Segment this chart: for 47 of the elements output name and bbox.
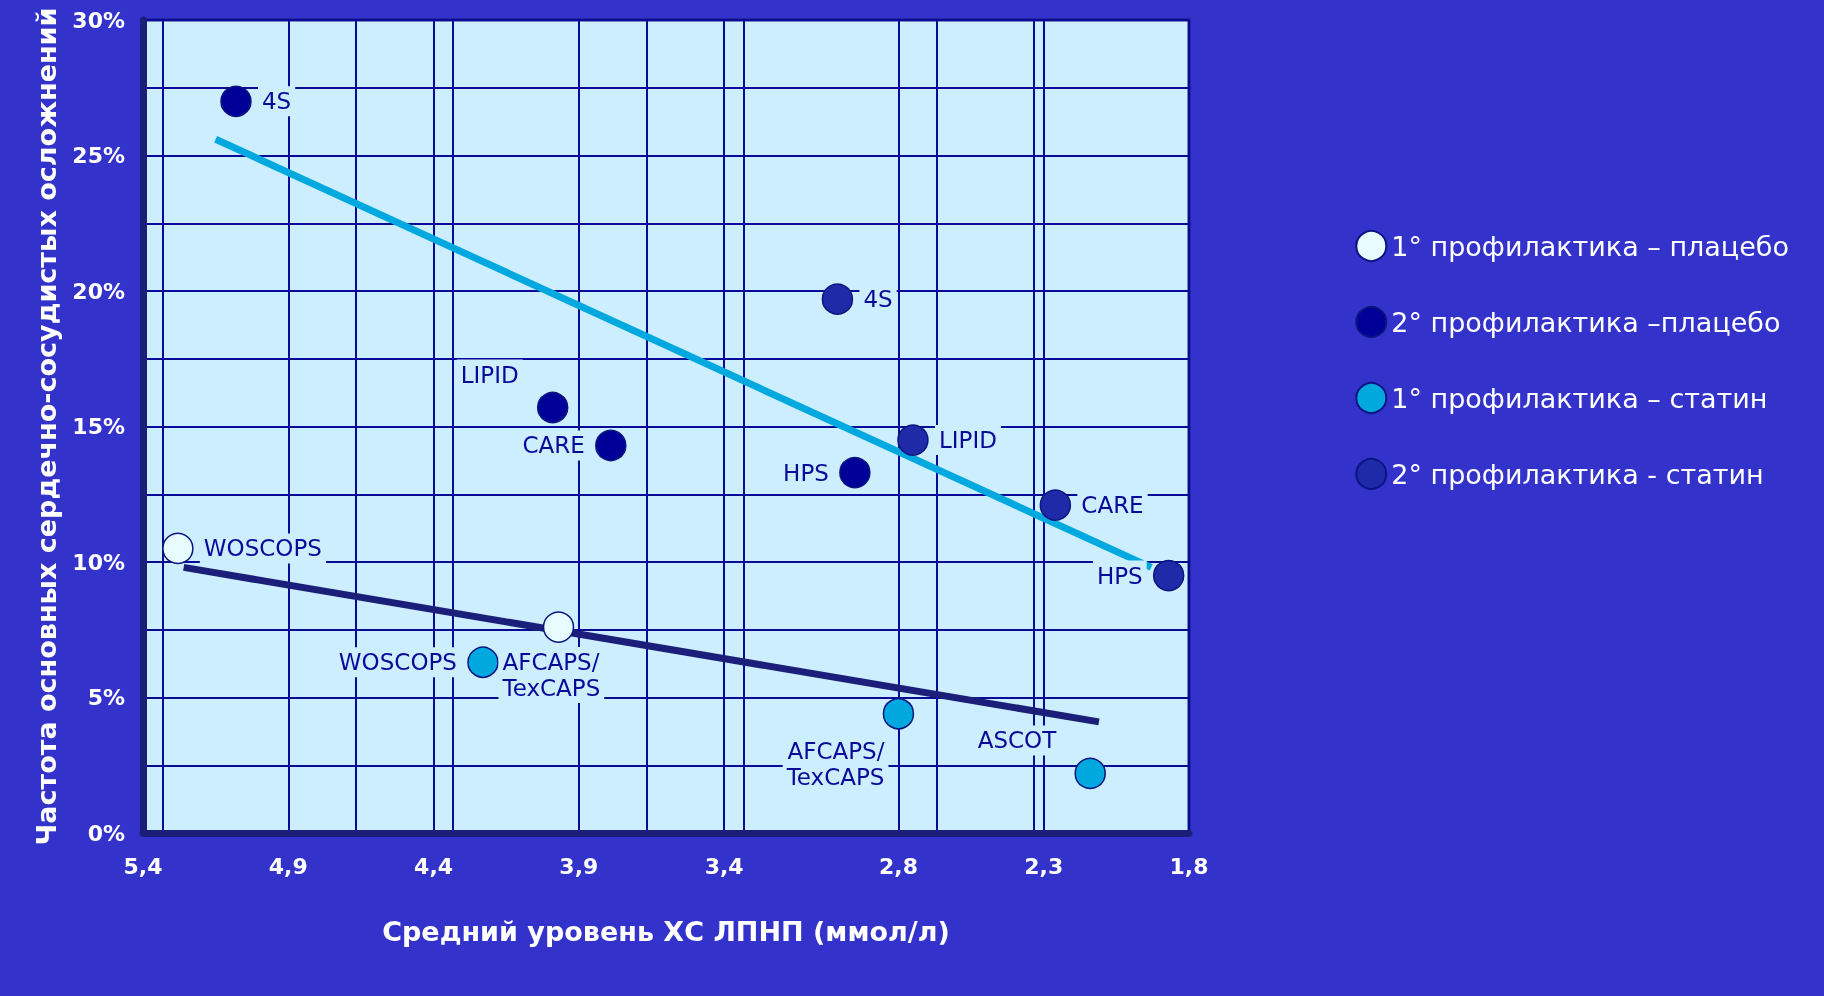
y-tick-label: 25% bbox=[72, 143, 125, 168]
x-tick-label: 3,9 bbox=[559, 853, 599, 879]
annotation: LIPID bbox=[938, 427, 997, 454]
point bbox=[1039, 489, 1072, 521]
point bbox=[595, 429, 627, 462]
x-tick-label: 4,4 bbox=[414, 853, 454, 879]
point bbox=[821, 283, 854, 315]
point bbox=[897, 424, 929, 456]
annotation: ASCOT bbox=[977, 727, 1058, 754]
legend-label: 1° профилактика – плацебо bbox=[1391, 230, 1790, 262]
annotation: 4S bbox=[261, 88, 292, 115]
point bbox=[882, 698, 915, 730]
y-tick-label: 0% bbox=[87, 820, 125, 846]
point bbox=[839, 456, 871, 489]
annotation: HPS bbox=[1096, 562, 1143, 589]
annotation: CARE bbox=[522, 432, 585, 459]
y-tick-label: 5% bbox=[87, 685, 125, 710]
x-tick-label: 1,8 bbox=[1169, 853, 1209, 879]
point bbox=[162, 532, 194, 565]
point bbox=[467, 646, 499, 679]
point bbox=[220, 85, 252, 118]
y-tick-label: 30% bbox=[72, 7, 125, 33]
point bbox=[1074, 757, 1106, 790]
annotation: LIPID bbox=[460, 361, 519, 388]
annotation: 4S bbox=[863, 286, 893, 313]
y-tick-label: 15% bbox=[72, 414, 125, 439]
x-tick-label: 4,9 bbox=[268, 853, 308, 879]
point bbox=[536, 391, 569, 424]
x-tick-label: 5,4 bbox=[123, 853, 163, 879]
y-tick-label: 10% bbox=[72, 549, 125, 575]
annotation: WOSCOPS bbox=[203, 535, 322, 562]
y-tick-label: 20% bbox=[72, 278, 125, 304]
point bbox=[1152, 559, 1185, 592]
annotation: AFCAPS/ TexCAPS bbox=[785, 737, 885, 790]
point bbox=[542, 611, 575, 643]
x-tick-label: 3,4 bbox=[704, 853, 744, 879]
annotation: AFCAPS/ TexCAPS bbox=[501, 649, 601, 702]
annotation: HPS bbox=[783, 459, 829, 486]
legend-label: 2° профилактика –плацебо bbox=[1391, 306, 1781, 338]
annotation: CARE bbox=[1081, 492, 1144, 519]
legend-label: 2° профилактика - статин bbox=[1391, 458, 1764, 490]
x-tick-label: 2,3 bbox=[1024, 853, 1064, 879]
y-axis-title: Частота основных сердечно-сосудистых осложнений bbox=[30, 7, 62, 846]
x-tick-label: 2,8 bbox=[878, 853, 918, 879]
legend-label: 1° профилактика – статин bbox=[1391, 382, 1768, 414]
annotation: WOSCOPS bbox=[338, 649, 457, 676]
x-axis-title: Средний уровень ХС ЛПНП (ммол/л) bbox=[382, 915, 950, 947]
